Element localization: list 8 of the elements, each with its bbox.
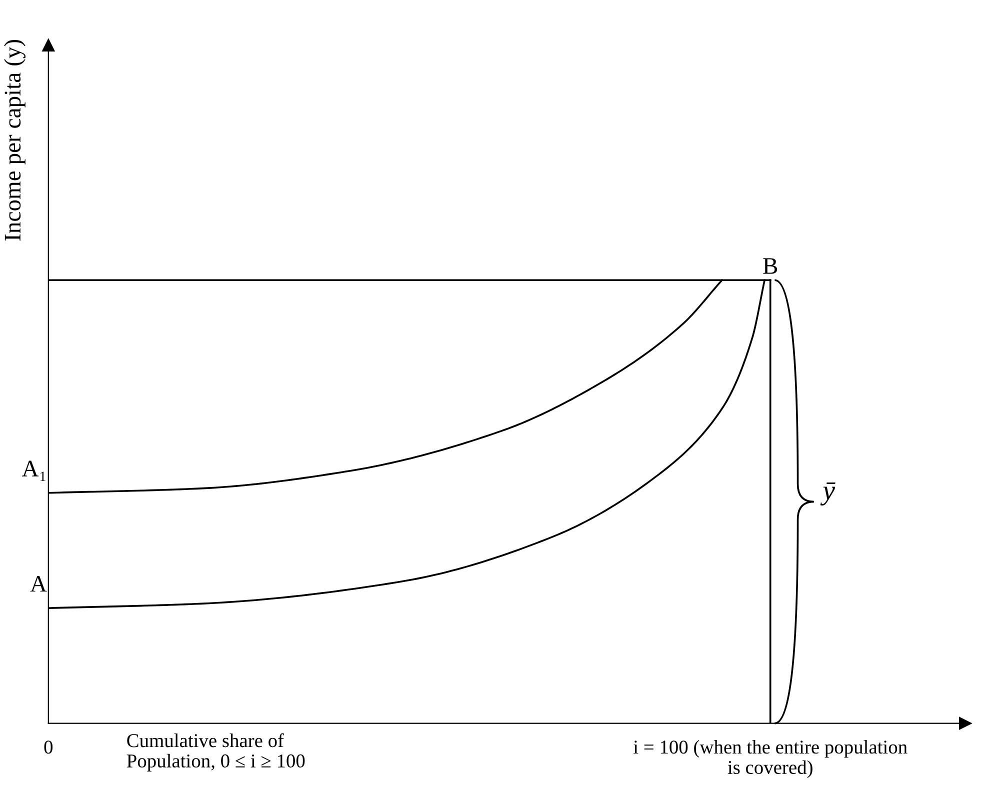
- annotation: ȳ: [820, 482, 836, 506]
- x-tick-label: 0: [44, 740, 53, 754]
- x-axis-title: Cumulative share of Population, 0 ≤ i ≥ 100: [126, 733, 305, 772]
- x-tick-label: i = 100 (when the entire population is covered): [634, 740, 908, 778]
- text: A₁: [22, 460, 46, 482]
- annotation: B: [763, 258, 778, 274]
- y-axis-title: Income per capita (y): [4, 40, 26, 241]
- text: A: [30, 576, 47, 592]
